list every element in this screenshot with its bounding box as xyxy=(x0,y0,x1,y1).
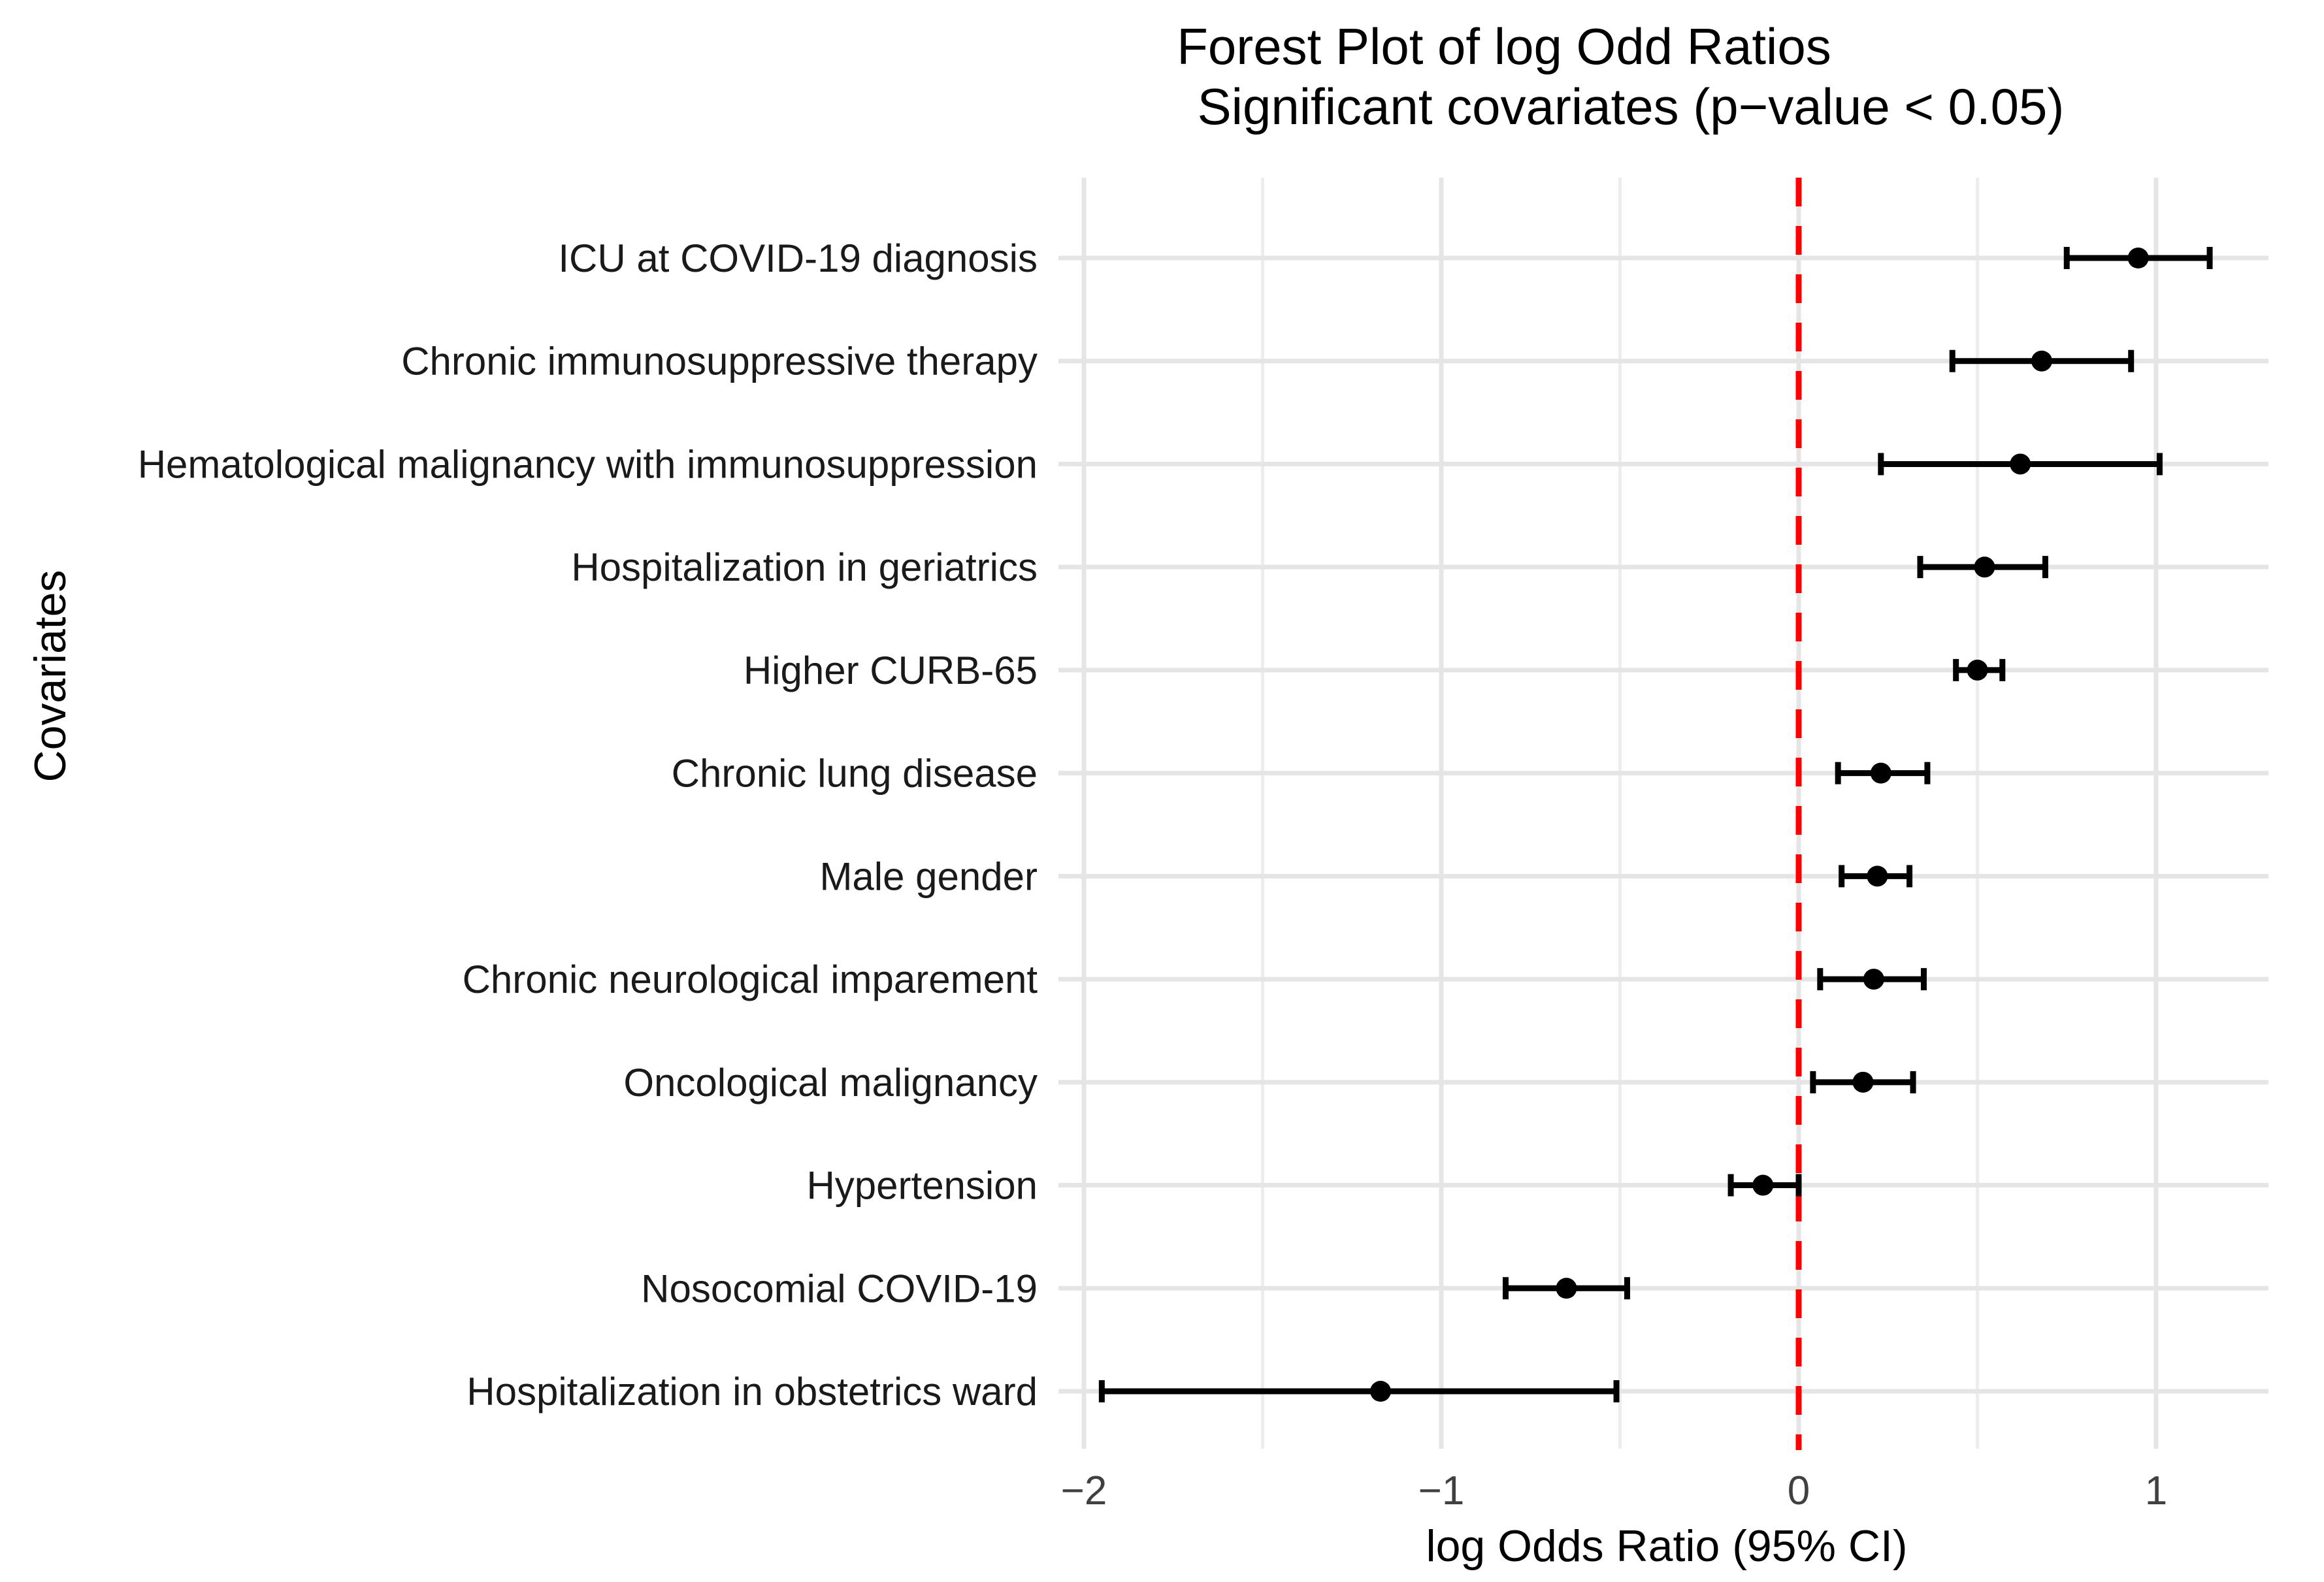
x-axis-tick-label: 0 xyxy=(1788,1468,1810,1513)
y-axis-category-label: Chronic lung disease xyxy=(672,752,1038,796)
x-axis-tick-labels: −2 −1 0 1 xyxy=(1061,1468,2168,1513)
point-estimate xyxy=(1852,1071,1874,1093)
error-bar-row xyxy=(1953,658,2006,681)
error-bar-row xyxy=(1878,453,2163,476)
point-estimate xyxy=(1974,557,1995,578)
y-axis-category-label: Nosocomial COVID-19 xyxy=(641,1267,1038,1310)
chart-subtitle: Significant covariates (p−value < 0.05) xyxy=(1198,78,2065,135)
error-bar-row xyxy=(1727,1174,1802,1197)
vertical-gridlines xyxy=(1081,178,2159,1449)
y-axis-category-label: Hospitalization in obstetrics ward xyxy=(466,1370,1038,1413)
error-bars xyxy=(1098,247,2213,1402)
point-estimate xyxy=(1867,865,1888,887)
error-bar-row xyxy=(1810,1071,1916,1093)
error-bar-row xyxy=(1949,349,2135,372)
error-bar-row xyxy=(1917,556,2048,579)
error-bar-row xyxy=(2063,247,2213,269)
chart-title: Forest Plot of log Odd Ratios xyxy=(1177,18,1831,75)
point-estimate xyxy=(1370,1381,1392,1402)
error-bar-row xyxy=(1835,762,1931,784)
y-axis-category-label: Chronic immunosuppressive therapy xyxy=(401,340,1038,383)
point-estimate xyxy=(2010,453,2031,475)
error-bar-row xyxy=(1817,968,1927,991)
y-axis-category-labels: ICU at COVID-19 diagnosis Chronic immunos… xyxy=(138,236,1038,1413)
y-axis-category-label: Chronic neurological imparement xyxy=(463,958,1038,1001)
point-estimate xyxy=(1556,1278,1577,1299)
point-estimate xyxy=(1870,762,1891,784)
point-estimate xyxy=(1863,969,1884,990)
error-bar-row xyxy=(1839,865,1913,888)
x-axis-tick-label: −1 xyxy=(1418,1468,1465,1513)
x-axis-tick-label: −2 xyxy=(1061,1468,1107,1513)
y-axis-category-label: Hypertension xyxy=(806,1164,1038,1208)
y-axis-category-label: ICU at COVID-19 diagnosis xyxy=(558,236,1038,280)
y-axis-title: Covariates xyxy=(25,570,75,782)
y-axis-category-label: Hematological malignancy with immunosupp… xyxy=(138,442,1038,486)
point-estimate xyxy=(2031,350,2052,372)
y-axis-category-label: Oncological malignancy xyxy=(623,1061,1038,1105)
point-estimate xyxy=(1752,1174,1774,1196)
x-axis-title: log Odds Ratio (95% CI) xyxy=(1426,1521,1908,1571)
point-estimate xyxy=(1967,659,1988,681)
x-axis-tick-label: 1 xyxy=(2145,1468,2167,1513)
y-axis-category-label: Male gender xyxy=(819,854,1038,898)
y-axis-category-label: Higher CURB-65 xyxy=(744,649,1038,692)
horizontal-gridlines xyxy=(1058,255,2268,1394)
error-bar-row xyxy=(1098,1380,1620,1402)
point-estimate xyxy=(2127,248,2149,268)
error-bar-row xyxy=(1502,1277,1630,1300)
y-axis-category-label: Hospitalization in geriatrics xyxy=(571,545,1038,589)
